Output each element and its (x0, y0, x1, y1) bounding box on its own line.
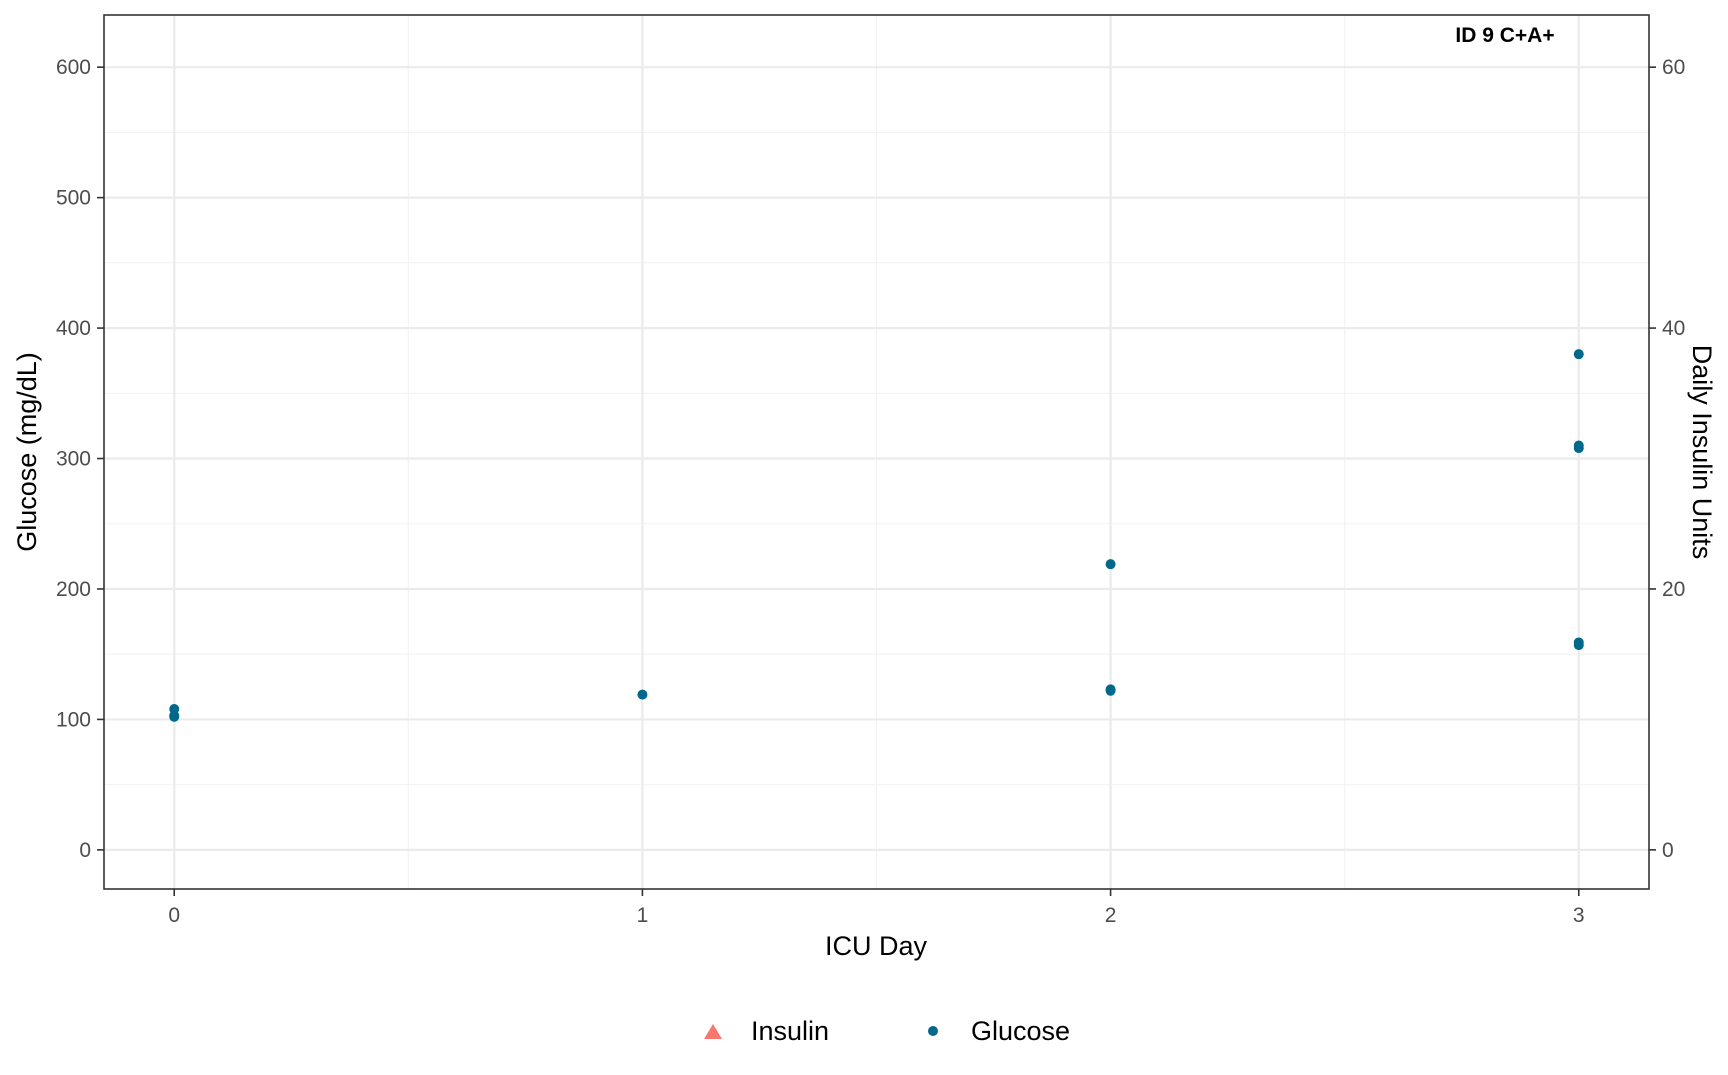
legend-insulin-triangle-icon (704, 1024, 722, 1039)
y2-tick-label: 40 (1662, 317, 1685, 340)
legend-glucose-label: Glucose (971, 1016, 1070, 1046)
y-tick-label: 300 (56, 448, 91, 471)
grid (104, 15, 1649, 889)
glucose-point (1105, 559, 1116, 570)
y-tick-label: 100 (56, 708, 91, 731)
x-tick-label: 1 (637, 904, 649, 927)
y-tick-label: 400 (56, 317, 91, 340)
y2-axis-title: Daily Insulin Units (1687, 345, 1717, 560)
legend-glucose-dot-icon (928, 1026, 938, 1036)
y-tick-label: 500 (56, 187, 91, 210)
y2-tick-label: 0 (1662, 839, 1674, 862)
glucose-point (1105, 685, 1116, 696)
y-tick-label: 600 (56, 56, 91, 79)
glucose-point (169, 710, 180, 721)
glucose-point (1573, 349, 1584, 360)
glucose-point (1573, 443, 1584, 454)
y2-tick-label: 20 (1662, 578, 1685, 601)
x-axis-title: ICU Day (825, 931, 928, 961)
y-axis-title: Glucose (mg/dL) (12, 352, 42, 552)
legend-insulin-label: Insulin (751, 1016, 829, 1046)
y-tick-label: 0 (79, 839, 91, 862)
x-tick-label: 3 (1573, 904, 1585, 927)
panel-annotation: ID 9 C+A+ (1455, 24, 1554, 47)
plot-panel-border (103, 14, 1650, 890)
glucose-point (637, 689, 648, 700)
y2-tick-label: 60 (1662, 56, 1685, 79)
axis-tick-labels: 0 1 2 3 0 100 200 300 400 500 600 0 20 40 60 (56, 56, 1685, 927)
y-tick-label: 200 (56, 578, 91, 601)
glucose-point (1573, 640, 1584, 651)
data-points (169, 349, 1584, 722)
axis-ticks (97, 66, 1656, 896)
legend: Insulin Glucose (704, 1016, 1070, 1046)
x-tick-label: 2 (1105, 904, 1117, 927)
x-tick-label: 0 (168, 904, 180, 927)
